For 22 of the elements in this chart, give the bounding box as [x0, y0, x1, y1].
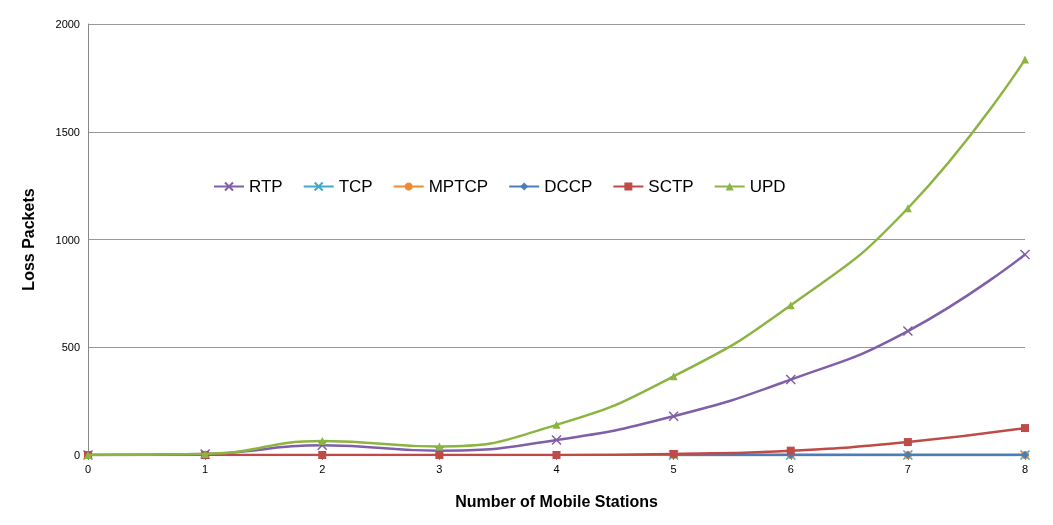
- x-tick-label: 4: [553, 462, 560, 475]
- legend-label: RTP: [249, 177, 283, 196]
- x-tick-label: 5: [670, 462, 677, 475]
- legend-label: UPD: [749, 177, 786, 196]
- y-axis-title: Loss Packets: [19, 188, 37, 291]
- y-tick-label: 500: [61, 341, 80, 354]
- x-tick-label: 0: [84, 462, 92, 475]
- y-tick-label: 0: [73, 449, 80, 461]
- x-tick-label: 7: [904, 462, 911, 475]
- x-tick-label: 1: [202, 462, 209, 475]
- legend-label: MPTCP: [428, 177, 489, 196]
- y-tick-label: 2000: [55, 18, 80, 30]
- legend-label: TCP: [338, 177, 373, 196]
- x-tick-label: 8: [1021, 462, 1029, 475]
- x-tick-label: 3: [436, 462, 443, 475]
- legend-label: SCTP: [648, 177, 694, 196]
- y-tick-label: 1500: [55, 125, 80, 138]
- y-tick-label: 1000: [55, 233, 80, 246]
- x-axis-title: Number of Mobile Stations: [455, 492, 658, 510]
- x-tick-label: 2: [319, 462, 326, 475]
- x-tick-label: 6: [787, 462, 794, 475]
- legend-label: DCCP: [544, 177, 593, 196]
